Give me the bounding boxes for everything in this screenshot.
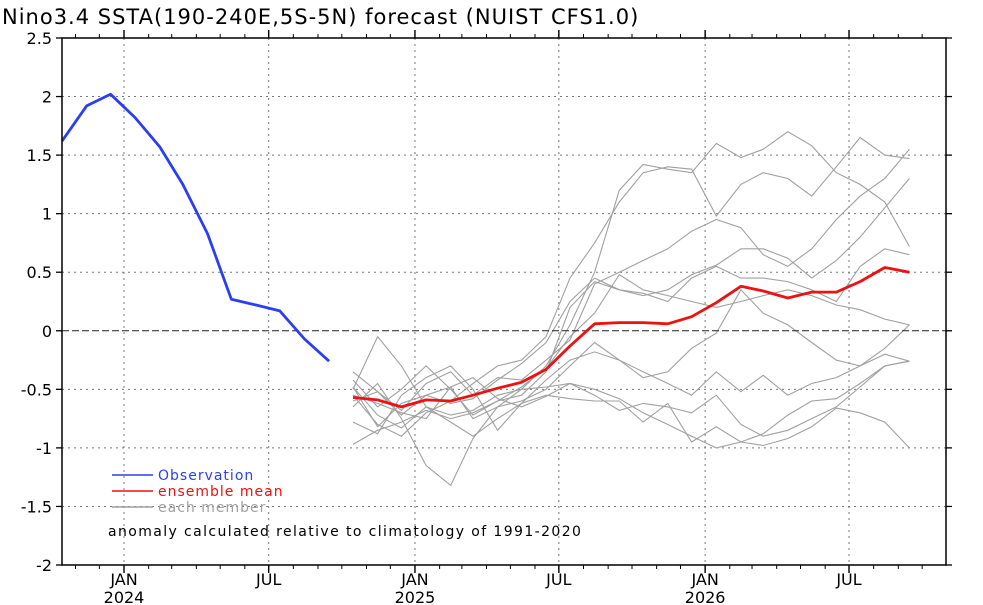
member-series-line xyxy=(352,288,910,428)
legend-ensemble-mean-label: ensemble mean xyxy=(158,484,284,500)
x-tick-label: JUL xyxy=(545,570,571,589)
x-tick-label: JAN xyxy=(400,570,428,589)
ensemble-mean-line xyxy=(352,266,910,409)
x-tick-year-label: 2025 xyxy=(395,588,436,605)
y-tick-label: 2.5 xyxy=(27,29,52,48)
member-series-line xyxy=(352,248,910,416)
legend-member-label: each member xyxy=(158,500,266,516)
member-series-line xyxy=(352,365,910,449)
y-tick-label: 0 xyxy=(42,322,52,341)
legend-observation-label: Observation xyxy=(158,468,254,484)
member-lines xyxy=(352,131,910,487)
y-tick-label: -1.5 xyxy=(21,497,52,516)
x-tick-year-label: 2026 xyxy=(685,588,726,605)
member-series-line xyxy=(352,131,910,429)
y-tick-label: -1 xyxy=(36,439,52,458)
x-tick-label: JUL xyxy=(255,570,281,589)
y-axis-ticks: -2 -1.5 -1 -0.5 0 0.5 1 1.5 2 2.5 xyxy=(21,29,952,575)
member-series-line xyxy=(352,360,910,487)
y-tick-label: 2 xyxy=(42,88,52,107)
x-tick-label: JAN xyxy=(109,570,137,589)
observation-line-group xyxy=(60,92,331,363)
grid-lines xyxy=(62,38,946,565)
member-series-line xyxy=(352,273,910,445)
axes-frame xyxy=(61,37,947,566)
member-series-line xyxy=(352,178,910,416)
member-series-line xyxy=(352,148,910,412)
legend: Observation ensemble mean each member xyxy=(112,468,284,516)
y-tick-label: -0.5 xyxy=(21,380,52,399)
y-tick-label: 0.5 xyxy=(27,263,52,282)
member-series-line xyxy=(352,136,910,437)
climatology-annotation: anomaly calculated relative to climatolo… xyxy=(108,524,582,540)
chart-title: Nino3.4 SSTA(190-240E,5S-5N) forecast (N… xyxy=(2,5,639,29)
y-tick-label: 1.5 xyxy=(27,146,52,165)
observation-line xyxy=(60,92,331,363)
plot-frame xyxy=(61,37,947,566)
x-tick-label: JAN xyxy=(690,570,718,589)
member-series-line xyxy=(352,360,910,449)
member-series-line xyxy=(352,324,910,437)
x-tick-year-label: 2024 xyxy=(104,588,145,605)
y-tick-label: 1 xyxy=(42,205,52,224)
ensemble-mean-line-group xyxy=(352,266,910,409)
x-tick-label: JUL xyxy=(835,570,861,589)
y-tick-label: -2 xyxy=(36,556,52,575)
